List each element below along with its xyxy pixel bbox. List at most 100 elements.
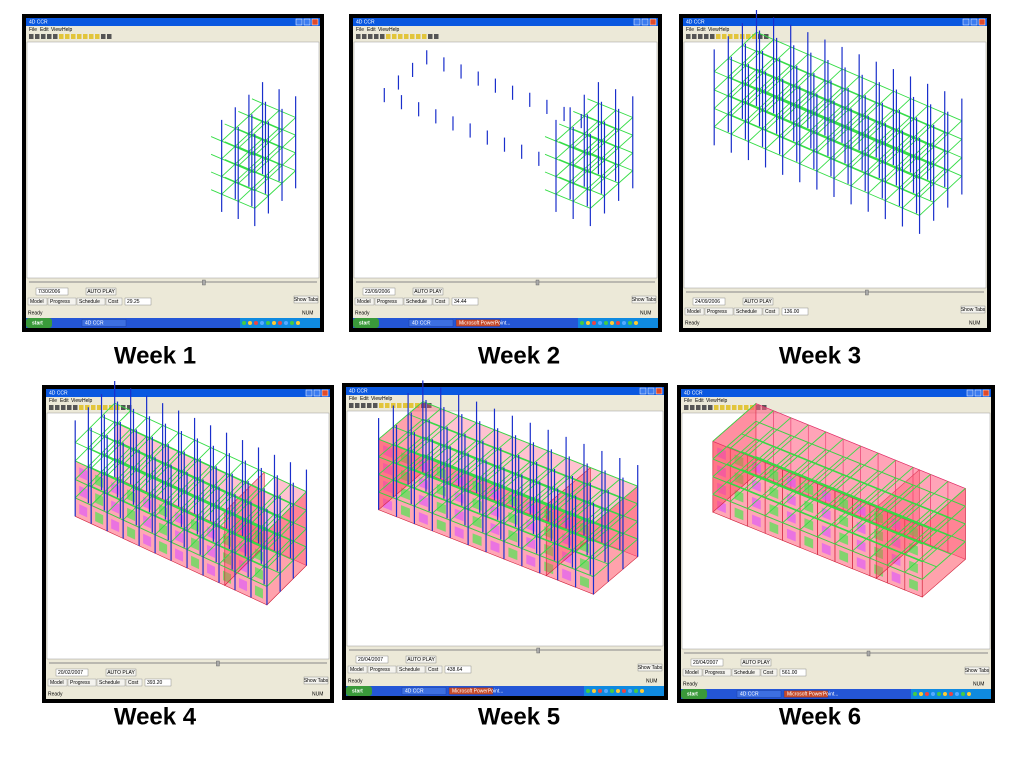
taskbar-item[interactable]	[81, 319, 127, 327]
tray-icon[interactable]	[634, 321, 638, 325]
window-button[interactable]	[962, 18, 970, 26]
tab[interactable]	[396, 665, 426, 674]
toolbar-icon[interactable]	[97, 405, 102, 410]
toolbar-icon[interactable]	[714, 405, 719, 410]
toolbar-icon[interactable]	[49, 405, 54, 410]
tab[interactable]	[682, 668, 703, 677]
tray-icon[interactable]	[628, 689, 632, 693]
toolbar-icon[interactable]	[427, 403, 432, 408]
taskbar-item[interactable]	[448, 687, 494, 695]
menu-item[interactable]: Help	[82, 398, 93, 404]
window-button[interactable]	[633, 18, 641, 26]
tray-icon[interactable]	[278, 321, 282, 325]
tray-icon[interactable]	[931, 692, 935, 696]
play-button[interactable]	[405, 655, 437, 664]
toolbar-icon[interactable]	[722, 34, 727, 39]
window-button[interactable]	[641, 18, 649, 26]
taskbar-item[interactable]	[401, 687, 447, 695]
play-button[interactable]	[740, 658, 772, 667]
tab[interactable]	[760, 668, 778, 677]
slider-thumb[interactable]	[216, 660, 220, 667]
toolbar-icon[interactable]	[380, 34, 385, 39]
tray-icon[interactable]	[592, 321, 596, 325]
toolbar-icon[interactable]	[385, 403, 390, 408]
window-button[interactable]	[970, 18, 978, 26]
show-tabs-button[interactable]	[631, 295, 657, 304]
taskbar-item[interactable]	[408, 319, 454, 327]
start-button[interactable]	[681, 689, 707, 699]
toolbar-icon[interactable]	[752, 34, 757, 39]
tab[interactable]	[762, 307, 780, 316]
toolbar-icon[interactable]	[65, 34, 70, 39]
taskbar-item[interactable]	[783, 690, 829, 698]
toolbar-icon[interactable]	[710, 34, 715, 39]
tray-icon[interactable]	[598, 689, 602, 693]
play-button[interactable]	[412, 287, 444, 296]
toolbar-icon[interactable]	[728, 34, 733, 39]
tab[interactable]	[47, 678, 68, 687]
toolbar-icon[interactable]	[720, 405, 725, 410]
window-button[interactable]	[982, 389, 990, 397]
tab[interactable]	[704, 307, 734, 316]
menu-item[interactable]: File	[349, 396, 357, 402]
menu-item[interactable]: Edit	[360, 396, 369, 402]
menu-item[interactable]: Edit	[367, 27, 376, 33]
tray-icon[interactable]	[248, 321, 252, 325]
toolbar-icon[interactable]	[367, 403, 372, 408]
toolbar-icon[interactable]	[758, 34, 763, 39]
tray-icon[interactable]	[254, 321, 258, 325]
tab[interactable]	[731, 668, 761, 677]
tray-icon[interactable]	[955, 692, 959, 696]
toolbar-icon[interactable]	[103, 405, 108, 410]
toolbar-icon[interactable]	[47, 34, 52, 39]
window-button[interactable]	[305, 389, 313, 397]
tray-icon[interactable]	[586, 321, 590, 325]
toolbar-icon[interactable]	[101, 34, 106, 39]
date-box[interactable]	[692, 297, 726, 306]
toolbar-icon[interactable]	[107, 34, 112, 39]
toolbar-icon[interactable]	[409, 403, 414, 408]
menu-item[interactable]: View	[71, 398, 82, 404]
toolbar-icon[interactable]	[41, 34, 46, 39]
toolbar-icon[interactable]	[391, 403, 396, 408]
toolbar-icon[interactable]	[726, 405, 731, 410]
toolbar-icon[interactable]	[386, 34, 391, 39]
toolbar-icon[interactable]	[428, 34, 433, 39]
window-button[interactable]	[313, 389, 321, 397]
tab[interactable]	[354, 297, 375, 306]
menu-item[interactable]: Edit	[697, 27, 706, 33]
toolbar-icon[interactable]	[690, 405, 695, 410]
toolbar-icon[interactable]	[89, 34, 94, 39]
toolbar-icon[interactable]	[404, 34, 409, 39]
toolbar-icon[interactable]	[349, 403, 354, 408]
toolbar-icon[interactable]	[738, 405, 743, 410]
date-box[interactable]	[55, 668, 89, 677]
toolbar-icon[interactable]	[732, 405, 737, 410]
toolbar-icon[interactable]	[403, 403, 408, 408]
tray-icon[interactable]	[610, 321, 614, 325]
toolbar-icon[interactable]	[29, 34, 34, 39]
window-button[interactable]	[321, 389, 329, 397]
tray-icon[interactable]	[949, 692, 953, 696]
tray-icon[interactable]	[622, 321, 626, 325]
tab[interactable]	[105, 297, 123, 306]
tray-icon[interactable]	[598, 321, 602, 325]
toolbar-icon[interactable]	[415, 403, 420, 408]
slider-thumb[interactable]	[535, 279, 540, 286]
toolbar-icon[interactable]	[692, 34, 697, 39]
window-button[interactable]	[978, 18, 986, 26]
toolbar-icon[interactable]	[374, 34, 379, 39]
menu-item[interactable]: Edit	[40, 27, 49, 33]
toolbar-icon[interactable]	[91, 405, 96, 410]
tray-icon[interactable]	[640, 689, 644, 693]
menu-item[interactable]: Help	[382, 396, 393, 402]
toolbar-icon[interactable]	[756, 405, 761, 410]
tab[interactable]	[367, 665, 397, 674]
toolbar-icon[interactable]	[746, 34, 751, 39]
window-button[interactable]	[311, 18, 319, 26]
menu-item[interactable]: Help	[717, 398, 728, 404]
window-button[interactable]	[647, 387, 655, 395]
tray-icon[interactable]	[296, 321, 300, 325]
tab[interactable]	[67, 678, 97, 687]
date-box[interactable]	[690, 658, 724, 667]
